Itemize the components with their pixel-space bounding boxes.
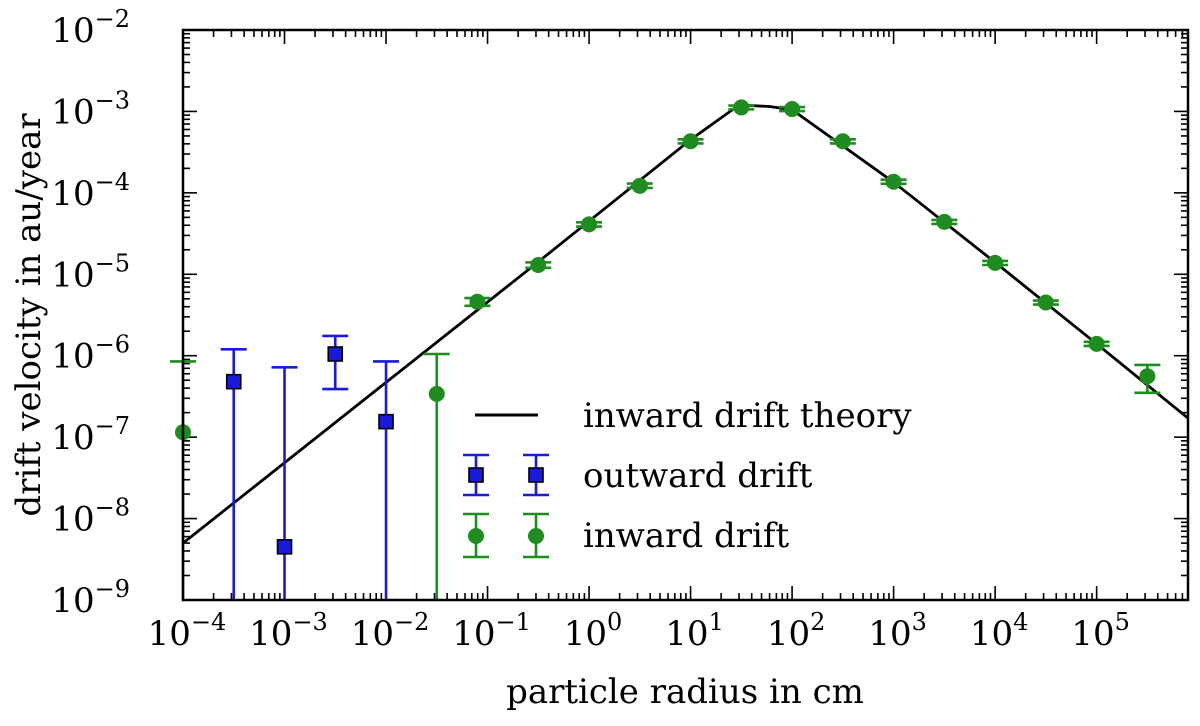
inward-point: [1139, 368, 1156, 385]
x-tick-label: 10−3: [249, 608, 328, 654]
y-tick-label: 10−7: [51, 412, 130, 458]
legend-outward-marker: [468, 467, 484, 483]
legend-inward-marker: [528, 528, 544, 544]
inward-point: [834, 133, 851, 150]
y-tick-label: 10−4: [51, 168, 130, 214]
inward-point: [936, 213, 953, 230]
inward-point: [530, 257, 547, 274]
inward-point: [469, 293, 486, 310]
outward-point: [225, 373, 242, 390]
inward-point: [1037, 294, 1054, 311]
x-tick-label: 10−1: [452, 608, 531, 654]
legend-inward-marker: [468, 528, 484, 544]
inward-point: [784, 101, 801, 118]
inward-point: [987, 254, 1004, 271]
inward-point: [1088, 335, 1105, 352]
y-tick-label: 10−5: [51, 249, 130, 295]
legend-outward-marker: [528, 467, 544, 483]
inward-point: [733, 99, 750, 116]
inward-point: [581, 216, 598, 233]
inward-point: [885, 173, 902, 190]
legend-outward-markers: [463, 453, 549, 497]
legend-label-theory: inward drift theory: [583, 396, 912, 436]
legend-label-outward: outward drift: [583, 456, 813, 496]
x-tick-label: 104: [970, 608, 1029, 654]
x-tick-label: 105: [1071, 608, 1130, 654]
inward-point: [631, 177, 648, 194]
inward-point: [682, 133, 699, 150]
inward-point: [428, 385, 445, 402]
x-tick-label: 10−2: [351, 608, 430, 654]
outward-point: [327, 346, 344, 362]
y-axis-label: drift velocity in au/year: [9, 113, 49, 517]
axis-ticks: [182, 29, 1188, 601]
error-bars-unclipped: [170, 99, 1161, 600]
y-tick-label: 10−3: [51, 86, 130, 132]
x-tick-label: 101: [665, 608, 724, 654]
y-tick-label: 10−8: [51, 494, 130, 540]
tick-labels: 10−4 10−3 10−2 10−1 100 101 102 103 104 105 10−9 10…: [51, 5, 1130, 654]
y-tick-label: 10−6: [51, 331, 130, 377]
legend-inward-markers: [463, 512, 549, 559]
outward-point: [276, 539, 293, 555]
x-tick-label: 102: [767, 608, 826, 654]
x-tick-label: 100: [564, 608, 623, 654]
x-axis-label: particle radius in cm: [506, 672, 864, 712]
y-tick-label: 10−9: [51, 575, 130, 621]
legend-label-inward: inward drift: [583, 516, 789, 556]
x-tick-label: 103: [868, 608, 927, 654]
legend: inward drift theory outward drift inward…: [463, 396, 912, 559]
outward-point: [378, 413, 394, 430]
plot-frame: [181, 28, 1190, 602]
x-tick-label: 10−4: [148, 608, 227, 654]
y-tick-label: 10−2: [51, 5, 130, 51]
